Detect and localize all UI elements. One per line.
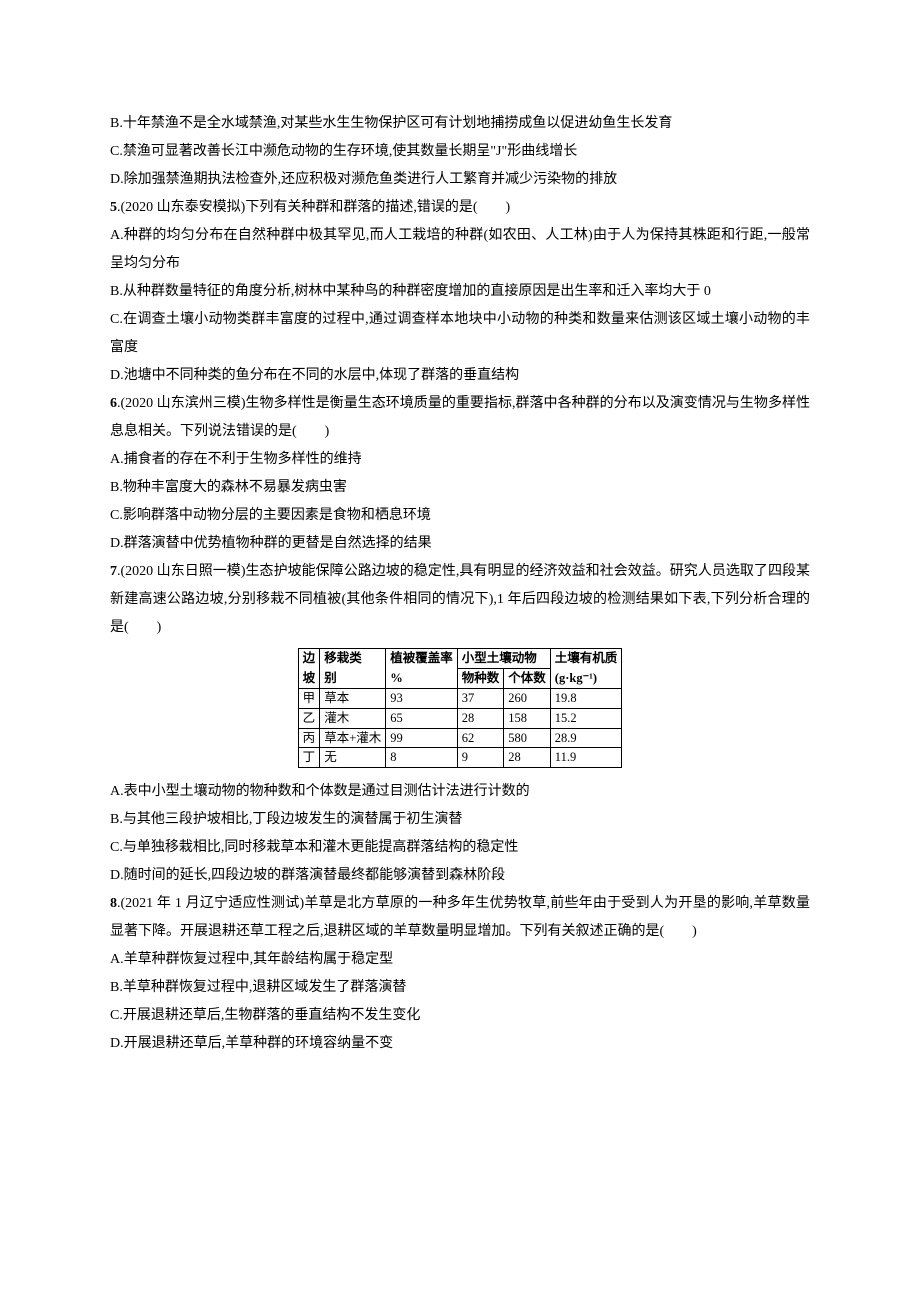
option-c-q4: C.禁渔可显著改善长江中濒危动物的生存环境,使其数量长期呈"J"形曲线增长 xyxy=(110,138,810,166)
cell-species: 37 xyxy=(457,688,504,708)
cell-organic: 19.8 xyxy=(550,688,622,708)
cell-count: 158 xyxy=(504,708,551,728)
cell-species: 28 xyxy=(457,708,504,728)
cell-type: 草本 xyxy=(320,688,386,708)
col-count-bot: 个体数 xyxy=(504,668,551,688)
document-page: B.十年禁渔不是全水域禁渔,对某些水生生物保护区可有计划地捕捞成鱼以促进幼鱼生长… xyxy=(0,0,920,1302)
question-6: 6.(2020 山东滨州三模)生物多样性是衡量生态环境质量的重要指标,群落中各种… xyxy=(110,390,810,446)
option-d-q7: D.随时间的延长,四段边坡的群落演替最终都能够演替到森林阶段 xyxy=(110,862,810,890)
cell-count: 28 xyxy=(504,748,551,768)
cell-type: 灌木 xyxy=(320,708,386,728)
cell-cover: 8 xyxy=(386,748,458,768)
col-species-bot: 物种数 xyxy=(457,668,504,688)
question-number: 6 xyxy=(110,396,117,411)
option-a-q6: A.捕食者的存在不利于生物多样性的维持 xyxy=(110,446,810,474)
cell-organic: 15.2 xyxy=(550,708,622,728)
cell-species: 62 xyxy=(457,728,504,748)
col-type-bot: 别 xyxy=(320,668,386,688)
cell-slope: 乙 xyxy=(298,708,320,728)
option-d-q5: D.池塘中不同种类的鱼分布在不同的水层中,体现了群落的垂直结构 xyxy=(110,362,810,390)
cell-slope: 丁 xyxy=(298,748,320,768)
option-b-q8: B.羊草种群恢复过程中,退耕区域发生了群落演替 xyxy=(110,974,810,1002)
option-c-q7: C.与单独移栽相比,同时移栽草本和灌木更能提高群落结构的稳定性 xyxy=(110,834,810,862)
table-row: 丙 草本+灌木 99 62 580 28.9 xyxy=(298,728,622,748)
option-d-q6: D.群落演替中优势植物种群的更替是自然选择的结果 xyxy=(110,530,810,558)
option-b-q7: B.与其他三段护坡相比,丁段边坡发生的演替属于初生演替 xyxy=(110,806,810,834)
question-text: .(2021 年 1 月辽宁适应性测试)羊草是北方草原的一种多年生优势牧草,前些… xyxy=(110,896,810,939)
question-text: .(2020 山东泰安模拟)下列有关种群和群落的描述,错误的是( ) xyxy=(117,200,510,215)
cell-organic: 11.9 xyxy=(550,748,622,768)
cell-cover: 99 xyxy=(386,728,458,748)
question-number: 5 xyxy=(110,200,117,215)
question-number: 7 xyxy=(110,564,117,579)
option-d-q4: D.除加强禁渔期执法检查外,还应积极对濒危鱼类进行人工繁育并减少污染物的排放 xyxy=(110,166,810,194)
option-a-q8: A.羊草种群恢复过程中,其年龄结构属于稳定型 xyxy=(110,946,810,974)
slope-data-table: 边 移栽类 植被覆盖率 小型土壤动物 土壤有机质 坡 别 % 物种数 个体数 (… xyxy=(298,648,623,768)
col-animals-top: 小型土壤动物 xyxy=(457,649,550,669)
col-cover-bot: % xyxy=(386,668,458,688)
question-8: 8.(2021 年 1 月辽宁适应性测试)羊草是北方草原的一种多年生优势牧草,前… xyxy=(110,890,810,946)
col-organic-bot: (g·kg⁻¹) xyxy=(550,668,622,688)
cell-count: 260 xyxy=(504,688,551,708)
option-c-q6: C.影响群落中动物分层的主要因素是食物和栖息环境 xyxy=(110,502,810,530)
option-b-q6: B.物种丰富度大的森林不易暴发病虫害 xyxy=(110,474,810,502)
cell-slope: 甲 xyxy=(298,688,320,708)
table-row: 乙 灌木 65 28 158 15.2 xyxy=(298,708,622,728)
table-header-row-1: 边 移栽类 植被覆盖率 小型土壤动物 土壤有机质 xyxy=(298,649,622,669)
col-slope-top: 边 xyxy=(298,649,320,669)
question-5: 5.(2020 山东泰安模拟)下列有关种群和群落的描述,错误的是( ) xyxy=(110,194,810,222)
col-cover-top: 植被覆盖率 xyxy=(386,649,458,669)
cell-slope: 丙 xyxy=(298,728,320,748)
option-a-q5: A.种群的均匀分布在自然种群中极其罕见,而人工栽培的种群(如农田、人工林)由于人… xyxy=(110,222,810,278)
col-type-top: 移栽类 xyxy=(320,649,386,669)
table-header-row-2: 坡 别 % 物种数 个体数 (g·kg⁻¹) xyxy=(298,668,622,688)
table-row: 丁 无 8 9 28 11.9 xyxy=(298,748,622,768)
cell-cover: 93 xyxy=(386,688,458,708)
option-b-q4: B.十年禁渔不是全水域禁渔,对某些水生生物保护区可有计划地捕捞成鱼以促进幼鱼生长… xyxy=(110,110,810,138)
table-row: 甲 草本 93 37 260 19.8 xyxy=(298,688,622,708)
col-slope-bot: 坡 xyxy=(298,668,320,688)
cell-species: 9 xyxy=(457,748,504,768)
option-d-q8: D.开展退耕还草后,羊草种群的环境容纳量不变 xyxy=(110,1030,810,1058)
question-text: .(2020 山东日照一模)生态护坡能保障公路边坡的稳定性,具有明显的经济效益和… xyxy=(110,564,810,635)
option-c-q5: C.在调查土壤小动物类群丰富度的过程中,通过调查样本地块中小动物的种类和数量来估… xyxy=(110,306,810,362)
cell-organic: 28.9 xyxy=(550,728,622,748)
option-c-q8: C.开展退耕还草后,生物群落的垂直结构不发生变化 xyxy=(110,1002,810,1030)
col-organic-top: 土壤有机质 xyxy=(550,649,622,669)
question-text: .(2020 山东滨州三模)生物多样性是衡量生态环境质量的重要指标,群落中各种群… xyxy=(110,396,810,439)
cell-type: 无 xyxy=(320,748,386,768)
option-a-q7: A.表中小型土壤动物的物种数和个体数是通过目测估计法进行计数的 xyxy=(110,778,810,806)
option-b-q5: B.从种群数量特征的角度分析,树林中某种鸟的种群密度增加的直接原因是出生率和迁入… xyxy=(110,278,810,306)
cell-type: 草本+灌木 xyxy=(320,728,386,748)
cell-count: 580 xyxy=(504,728,551,748)
question-number: 8 xyxy=(110,896,117,911)
cell-cover: 65 xyxy=(386,708,458,728)
question-7: 7.(2020 山东日照一模)生态护坡能保障公路边坡的稳定性,具有明显的经济效益… xyxy=(110,558,810,642)
